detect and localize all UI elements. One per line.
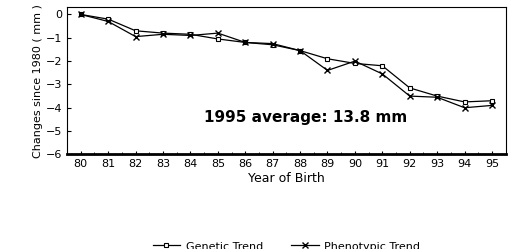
Genetic Trend (489, 99, 495, 102)
Genetic Trend (297, 49, 303, 52)
Text: 1995 average: 13.8 mm: 1995 average: 13.8 mm (204, 110, 408, 125)
Legend: Genetic Trend, Phenotypic Trend: Genetic Trend, Phenotypic Trend (148, 236, 425, 249)
Genetic Trend (407, 86, 413, 89)
X-axis label: Year of Birth: Year of Birth (248, 172, 325, 185)
Genetic Trend (269, 43, 276, 46)
Phenotypic Trend (297, 49, 303, 52)
Genetic Trend (160, 32, 166, 35)
Y-axis label: Changes since 1980 ( mm ): Changes since 1980 ( mm ) (33, 4, 43, 158)
Phenotypic Trend (379, 72, 385, 75)
Phenotypic Trend (325, 69, 331, 72)
Genetic Trend (133, 29, 139, 32)
Genetic Trend (215, 37, 221, 40)
Genetic Trend (325, 57, 331, 60)
Phenotypic Trend (105, 20, 111, 23)
Line: Genetic Trend: Genetic Trend (78, 12, 494, 104)
Phenotypic Trend (434, 96, 440, 99)
Genetic Trend (434, 95, 440, 98)
Line: Phenotypic Trend: Phenotypic Trend (78, 12, 495, 111)
Genetic Trend (352, 62, 358, 65)
Phenotypic Trend (187, 34, 194, 37)
Phenotypic Trend (489, 104, 495, 107)
Phenotypic Trend (215, 32, 221, 35)
Genetic Trend (78, 13, 84, 16)
Genetic Trend (379, 64, 385, 67)
Phenotypic Trend (269, 42, 276, 45)
Genetic Trend (461, 100, 467, 103)
Phenotypic Trend (461, 106, 467, 109)
Phenotypic Trend (352, 60, 358, 62)
Genetic Trend (187, 33, 194, 36)
Phenotypic Trend (160, 33, 166, 36)
Phenotypic Trend (242, 41, 248, 44)
Phenotypic Trend (133, 35, 139, 38)
Genetic Trend (242, 41, 248, 44)
Phenotypic Trend (78, 13, 84, 16)
Phenotypic Trend (407, 95, 413, 98)
Genetic Trend (105, 18, 111, 21)
